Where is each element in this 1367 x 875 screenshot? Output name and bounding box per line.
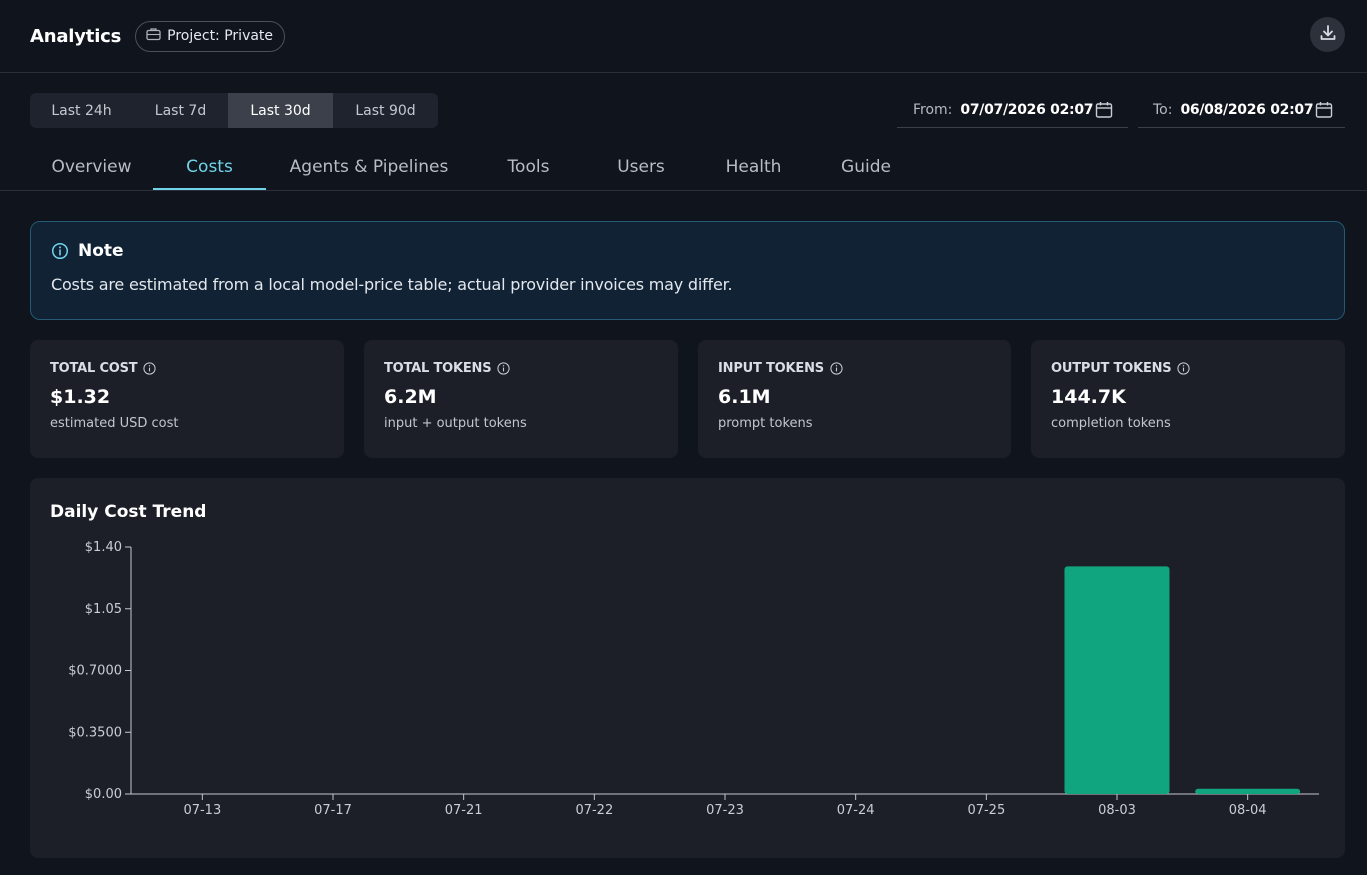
range-90d-button[interactable]: Last 90d xyxy=(355,102,416,119)
calendar-icon[interactable] xyxy=(1315,101,1333,119)
stat-card-total-cost: TOTAL COST $1.32 estimated USD cost xyxy=(30,340,344,458)
card-label: INPUT TOKENS xyxy=(718,361,824,376)
to-date-field[interactable]: To: 06/08/2026 02:07 xyxy=(1138,92,1345,128)
tab-tools[interactable]: Tools xyxy=(507,157,550,177)
card-label: OUTPUT TOKENS xyxy=(1051,361,1172,376)
tab-costs[interactable]: Costs xyxy=(153,150,266,190)
info-icon[interactable] xyxy=(1177,362,1191,375)
card-subtitle: prompt tokens xyxy=(718,416,813,431)
from-label: From: xyxy=(913,101,953,118)
range-7d-button[interactable]: Last 7d xyxy=(154,102,207,119)
y-axis: $0.00 $0.3500 $0.7000 $1.05 $1.40 xyxy=(68,540,132,802)
tab-guide[interactable]: Guide xyxy=(841,157,891,177)
card-label: TOTAL TOKENS xyxy=(384,361,492,376)
y-tick-label: $0.00 xyxy=(85,787,122,802)
card-label: TOTAL COST xyxy=(50,361,138,376)
note-title: Note xyxy=(78,241,124,261)
calendar-icon[interactable] xyxy=(1095,101,1113,119)
project-label: Project: Private xyxy=(167,28,274,44)
top-bar: Analytics Project: Private xyxy=(0,0,1367,73)
y-tick-label: $1.05 xyxy=(85,602,122,617)
x-tick-label: 08-04 xyxy=(1229,803,1267,818)
y-tick-label: $1.40 xyxy=(85,540,122,555)
bar-08-04[interactable] xyxy=(1195,788,1301,794)
y-tick-label: $0.3500 xyxy=(68,725,122,740)
card-value: $1.32 xyxy=(50,386,111,408)
card-value: 144.7K xyxy=(1051,386,1126,408)
x-tick-label: 07-17 xyxy=(314,803,352,818)
briefcase-icon xyxy=(146,27,161,45)
cost-note-banner: Note Costs are estimated from a local mo… xyxy=(30,221,1345,320)
x-tick-label: 07-13 xyxy=(183,803,221,818)
tab-bar: Overview Costs Agents & Pipelines Tools … xyxy=(0,150,1367,191)
from-date-value[interactable]: 07/07/2026 02:07 xyxy=(960,101,1094,118)
card-subtitle: completion tokens xyxy=(1051,416,1171,431)
tab-users[interactable]: Users xyxy=(617,157,665,177)
card-subtitle: estimated USD cost xyxy=(50,416,179,431)
info-icon xyxy=(51,242,69,260)
y-tick-label: $0.7000 xyxy=(68,664,122,679)
daily-cost-chart: $0.00 $0.3500 $0.7000 $1.05 $1.40 07-13 07-17… xyxy=(68,540,1319,818)
x-tick-label: 07-25 xyxy=(967,803,1005,818)
range-24h-button[interactable]: Last 24h xyxy=(51,102,112,119)
download-icon xyxy=(1319,24,1337,46)
chart-title: Daily Cost Trend xyxy=(50,502,207,522)
page-title: Analytics xyxy=(30,25,122,47)
bar-series xyxy=(1064,566,1301,794)
from-date-field[interactable]: From: 07/07/2026 02:07 xyxy=(897,92,1128,128)
x-tick-label: 07-24 xyxy=(837,803,875,818)
download-button[interactable] xyxy=(1310,17,1345,52)
stat-card-input-tokens: INPUT TOKENS 6.1M prompt tokens xyxy=(698,340,1011,458)
tab-health[interactable]: Health xyxy=(725,157,782,177)
stat-card-output-tokens: OUTPUT TOKENS 144.7K completion tokens xyxy=(1031,340,1345,458)
time-range-selector: Last 24h Last 7d Last 30d Last 90d xyxy=(30,93,438,128)
x-tick-label: 07-21 xyxy=(445,803,483,818)
x-tick-label: 07-23 xyxy=(706,803,744,818)
project-selector[interactable]: Project: Private xyxy=(135,20,286,52)
card-value: 6.2M xyxy=(384,386,437,408)
info-icon[interactable] xyxy=(143,362,157,375)
daily-cost-trend-panel: $0.00 $0.3500 $0.7000 $1.05 $1.40 07-13 07-17… xyxy=(30,478,1345,858)
x-axis: 07-13 07-17 07-21 07-22 07-23 07-24 07-25 08-03… xyxy=(131,793,1319,818)
info-icon[interactable] xyxy=(830,362,843,375)
tab-agents-pipelines[interactable]: Agents & Pipelines xyxy=(289,157,449,177)
info-icon[interactable] xyxy=(497,362,510,375)
x-tick-label: 08-03 xyxy=(1098,803,1136,818)
tab-overview[interactable]: Overview xyxy=(51,157,132,177)
note-body: Costs are estimated from a local model-p… xyxy=(51,275,733,294)
stat-card-total-tokens: TOTAL TOKENS 6.2M input + output tokens xyxy=(364,340,678,458)
to-label: To: xyxy=(1153,101,1173,118)
x-tick-label: 07-22 xyxy=(575,803,613,818)
bar-08-03[interactable] xyxy=(1064,566,1170,794)
card-value: 6.1M xyxy=(718,386,771,408)
card-subtitle: input + output tokens xyxy=(384,416,527,431)
to-date-value[interactable]: 06/08/2026 02:07 xyxy=(1180,101,1314,118)
range-30d-button[interactable]: Last 30d xyxy=(228,93,333,128)
